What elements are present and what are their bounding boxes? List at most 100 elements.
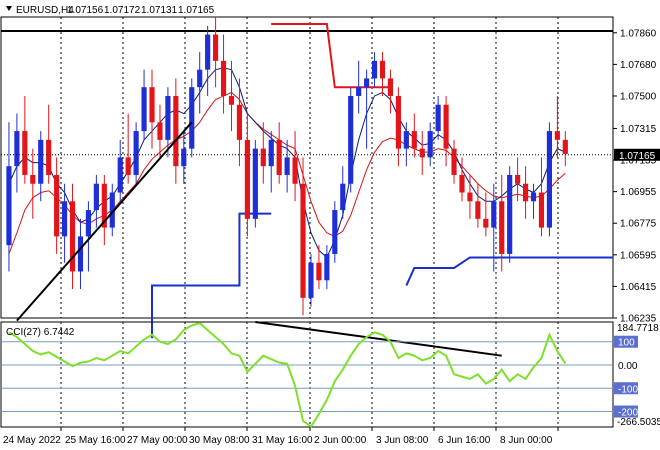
- price-tick-label: 1.07135: [620, 156, 657, 167]
- candle-body: [522, 183, 529, 202]
- candle-body: [276, 139, 282, 175]
- candle-body: [85, 210, 92, 237]
- candle-body: [252, 148, 258, 219]
- candle-body: [316, 262, 322, 281]
- candle-body: [554, 131, 560, 140]
- dropdown-triangle-icon[interactable]: [6, 6, 12, 11]
- candle-body: [181, 148, 187, 167]
- low-price: 1.07131: [141, 5, 178, 16]
- candle-body: [14, 131, 20, 167]
- candle-body: [284, 157, 290, 175]
- cci-level-label: 0.00: [618, 361, 638, 372]
- time-tick-label: 25 May 16:00: [65, 435, 126, 446]
- candle-body: [149, 87, 155, 123]
- candle-body: [220, 60, 227, 96]
- close-price: 1.07165: [178, 5, 215, 16]
- time-tick-label: 31 May 16:00: [252, 435, 313, 446]
- candle-body: [427, 131, 433, 158]
- time-tick-label: 2 Jun 00:00: [314, 435, 367, 446]
- candle-body: [157, 122, 163, 140]
- candle-body: [109, 192, 115, 228]
- candle-body: [364, 78, 370, 88]
- candle-body: [332, 210, 338, 254]
- candle-body: [419, 148, 425, 158]
- time-tick-label: 6 Jun 16:00: [438, 435, 491, 446]
- cci-line: [8, 321, 567, 429]
- candle-body: [379, 60, 386, 79]
- axes: 1.07860 1.07680 1.07500 1.07315 1.07135 1.069…: [3, 28, 660, 446]
- candle-body: [30, 174, 36, 184]
- price-tick-label: 1.07860: [620, 28, 657, 39]
- candle-body: [451, 148, 457, 175]
- candle-body: [38, 139, 44, 184]
- resistance-step-line: [271, 23, 391, 89]
- candle-body: [530, 192, 537, 202]
- candle-body: [244, 139, 250, 219]
- candle-body: [77, 236, 84, 272]
- time-tick-label: 8 Jun 00:00: [500, 435, 553, 446]
- price-tick-label: 1.07680: [620, 60, 657, 71]
- candle-body: [197, 69, 203, 88]
- candle-body: [395, 95, 401, 149]
- candle-body: [189, 87, 195, 149]
- time-tick-label: 24 May 2022: [3, 435, 61, 446]
- cci-level-tag: [614, 405, 638, 418]
- price-tick-label: 1.07315: [620, 124, 657, 135]
- candle-body: [101, 183, 107, 228]
- candle-body: [6, 166, 12, 246]
- candle-body: [46, 139, 52, 175]
- high-price: 1.07172: [104, 5, 141, 16]
- price-tick-label: 1.06775: [620, 219, 657, 230]
- cci-min-label: -266.5035: [617, 417, 660, 428]
- candle-body: [205, 34, 211, 70]
- info-layer: EURUSD,H4 1.07156 1.07172 1.07131 1.0716…: [6, 5, 215, 338]
- cci-pane: [0, 320, 614, 429]
- candle-body: [515, 174, 521, 184]
- time-tick-label: 27 May 00:00: [127, 435, 188, 446]
- candle-body: [300, 183, 306, 298]
- candle-body: [538, 192, 545, 228]
- candle-body: [308, 262, 314, 298]
- support-step-line: [405, 256, 613, 286]
- candle-body: [141, 87, 147, 132]
- candle-body: [507, 174, 513, 254]
- candle-body: [165, 95, 171, 140]
- time-tick-label: 30 May 08:00: [189, 435, 250, 446]
- candle-body: [268, 139, 274, 167]
- price-tick-label: 1.06235: [620, 314, 657, 325]
- candle-body: [403, 131, 409, 149]
- candle-body: [348, 95, 354, 184]
- symbol-label: EURUSD,H4: [16, 5, 74, 16]
- candle-body: [499, 201, 505, 254]
- cci-level-label: -200: [618, 408, 638, 419]
- candle-body: [292, 157, 298, 184]
- candle-body: [340, 183, 346, 211]
- time-tick-label: 3 Jun 08:00: [376, 435, 429, 446]
- cci-frame: [0, 321, 614, 428]
- candle-body: [387, 78, 394, 96]
- candle-body: [324, 253, 330, 281]
- price-frame: [0, 16, 614, 319]
- open-price: 1.07156: [67, 5, 104, 16]
- candle-body: [62, 201, 68, 237]
- candle-body: [22, 131, 28, 175]
- price-tick-label: 1.06415: [620, 282, 657, 293]
- candle-body: [475, 201, 481, 219]
- candle-body: [236, 104, 243, 140]
- candle-body: [562, 139, 568, 154]
- candle-body: [411, 131, 417, 149]
- candle-body: [173, 95, 179, 167]
- candle-body: [54, 174, 60, 237]
- cci-level-label: -100: [618, 384, 638, 395]
- candle-body: [435, 104, 441, 132]
- candle-body: [260, 148, 266, 167]
- candle-body: [69, 201, 76, 272]
- candle-body: [117, 157, 123, 193]
- cci-level-tag: [614, 382, 638, 395]
- cci-level-tag: [614, 335, 638, 348]
- candle-body: [443, 104, 449, 149]
- current-price-tag: [614, 148, 660, 161]
- cci-max-label: 184.7718: [617, 323, 659, 334]
- current-price-label: 1.07165: [619, 151, 656, 162]
